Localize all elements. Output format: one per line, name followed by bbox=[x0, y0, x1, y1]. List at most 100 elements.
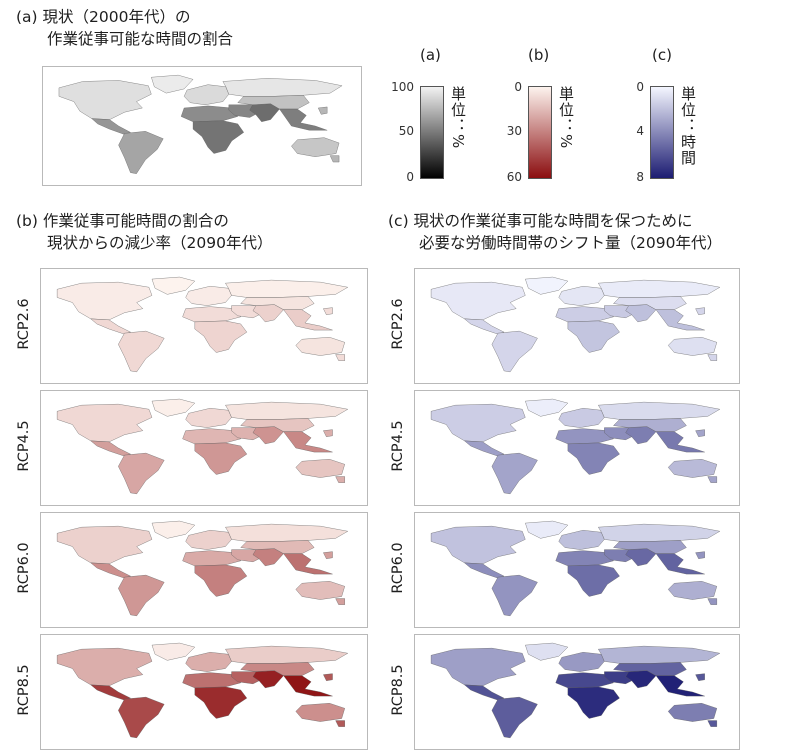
panel-c-2-region-russia bbox=[598, 524, 720, 541]
panel-b-0-map-svg bbox=[41, 269, 367, 383]
panel-b-0-region-northAmerica bbox=[57, 282, 152, 320]
panel-c-2-region-northAmerica bbox=[431, 526, 525, 564]
row-label-rcp45: RCP4.5 bbox=[16, 420, 32, 472]
panel-b-3-map-svg bbox=[41, 635, 367, 749]
legend-c-label: (c) bbox=[652, 46, 672, 64]
panel-b-3-region-europe bbox=[186, 652, 232, 671]
panel-c-1-region-seAsia bbox=[656, 432, 705, 452]
panel-c-1-region-australia bbox=[668, 459, 717, 477]
panel-a-region-australia bbox=[291, 138, 339, 157]
panel-c-0-region-europe bbox=[559, 286, 605, 305]
panel-b-1-map-svg bbox=[41, 391, 367, 505]
panel-c-1-region-subSaharanAfrica bbox=[568, 443, 620, 475]
panel-b-2-region-europe bbox=[186, 530, 232, 549]
panel-a-region-islands bbox=[318, 107, 339, 162]
panel-b-2-region-centralAmerica bbox=[91, 563, 131, 578]
panel-b-0-region-centralAmerica bbox=[91, 319, 131, 334]
panel-c-3-region-seAsia bbox=[656, 676, 705, 696]
row-label-rcp26: RCP2.6 bbox=[16, 298, 32, 350]
panel-b-0-region-southAmerica bbox=[118, 331, 164, 372]
panel-b-2-region-seAsia bbox=[284, 554, 333, 574]
panel-a-region-northAmerica bbox=[59, 80, 151, 119]
panel-b-1-region-southAmerica bbox=[118, 453, 164, 494]
panel-c-3-region-southAmerica bbox=[492, 697, 538, 738]
panel-c-2-region-greenland bbox=[525, 521, 568, 538]
legend-a-tick-mid: 50 bbox=[398, 124, 414, 138]
legend-a-unit: 単位：% bbox=[449, 86, 467, 150]
panel-c-3-region-russia bbox=[598, 646, 720, 663]
panel-b-0-region-subSaharanAfrica bbox=[195, 321, 247, 353]
panel-c-3-region-europe bbox=[559, 652, 605, 671]
panel-a-region-southAmerica bbox=[119, 131, 164, 173]
panel-c-0-region-centralAmerica bbox=[465, 319, 505, 334]
panel-b-2-region-greenland bbox=[152, 521, 195, 538]
panel-b-3-region-northAmerica bbox=[57, 648, 152, 686]
panel-c-0-region-greenland bbox=[525, 277, 568, 294]
panel-c-0-region-seAsia bbox=[656, 310, 705, 330]
panel-c-0-region-northAmerica bbox=[431, 282, 525, 320]
panel-b-3-region-subSaharanAfrica bbox=[195, 687, 247, 719]
panel-a-region-seAsia bbox=[279, 109, 327, 130]
panel-a-region-subSaharanAfrica bbox=[193, 121, 244, 154]
panel-b-2-region-russia bbox=[225, 524, 347, 541]
row-label-rcp45-c: RCP4.5 bbox=[390, 420, 406, 472]
panel-b-2-map-svg bbox=[41, 513, 367, 627]
panel-b-3-region-islands bbox=[323, 674, 344, 727]
panel-c-3-region-northAmerica bbox=[431, 648, 525, 686]
map-panel-b-rcp60 bbox=[40, 512, 368, 628]
panel-b-1-region-seAsia bbox=[284, 432, 333, 452]
panel-c-2-map-svg bbox=[415, 513, 739, 627]
panel-b-3-region-greenland bbox=[152, 643, 195, 660]
panel-b-2-region-northAfrica bbox=[183, 551, 241, 566]
panel-b-3-region-seAsia bbox=[284, 676, 333, 696]
panel-b-0-region-europe bbox=[186, 286, 232, 305]
legend-b-tick-bottom: 60 bbox=[506, 170, 522, 184]
map-panel-b-rcp26 bbox=[40, 268, 368, 384]
panel-a-map-svg bbox=[43, 67, 361, 185]
panel-b-0-region-russia bbox=[225, 280, 347, 297]
panel-c-2-region-southAmerica bbox=[492, 575, 538, 616]
panel-b-1-region-australia bbox=[296, 459, 345, 477]
panel-a-region-centralAmerica bbox=[92, 119, 131, 135]
panel-b-3-region-centralAmerica bbox=[91, 685, 131, 700]
panel-c-2-region-islands bbox=[696, 552, 717, 605]
legend-a-colorbar bbox=[420, 86, 444, 179]
panel-b-0-region-islands bbox=[323, 308, 344, 361]
row-label-rcp60: RCP6.0 bbox=[16, 542, 32, 594]
panel-b-title: (b) 作業従事可能時間の割合の 現状からの減少率（2090年代） bbox=[16, 212, 273, 252]
panel-b-1-region-greenland bbox=[152, 399, 195, 416]
legend-b-tick-mid: 30 bbox=[506, 124, 522, 138]
panel-c-2-region-centralAmerica bbox=[465, 563, 505, 578]
panel-c-0-map-svg bbox=[415, 269, 739, 383]
legend-b-unit: 単位：% bbox=[557, 86, 575, 150]
map-panel-b-rcp45 bbox=[40, 390, 368, 506]
panel-c-2-region-australia bbox=[668, 581, 717, 599]
panel-c-1-region-islands bbox=[696, 430, 717, 483]
panel-c-1-region-northAmerica bbox=[431, 404, 525, 442]
row-label-rcp26-c: RCP2.6 bbox=[390, 298, 406, 350]
panel-b-3-region-northAfrica bbox=[183, 673, 241, 688]
panel-b-2-region-australia bbox=[296, 581, 345, 599]
panel-c-2-region-subSaharanAfrica bbox=[568, 565, 620, 597]
panel-c-2-region-seAsia bbox=[656, 554, 705, 574]
panel-c-3-region-subSaharanAfrica bbox=[568, 687, 620, 719]
legend-c-tick-mid: 4 bbox=[636, 124, 644, 138]
panel-b-2-region-subSaharanAfrica bbox=[195, 565, 247, 597]
panel-b-3-region-russia bbox=[225, 646, 347, 663]
panel-c-3-region-australia bbox=[668, 703, 717, 721]
panel-b-1-region-russia bbox=[225, 402, 347, 419]
map-panel-c-rcp60 bbox=[414, 512, 740, 628]
panel-a-region-greenland bbox=[151, 75, 193, 93]
panel-c-1-region-northAfrica bbox=[556, 429, 614, 444]
row-label-rcp85: RCP8.5 bbox=[16, 664, 32, 716]
panel-c-0-region-australia bbox=[668, 337, 717, 355]
panel-c-1-map-svg bbox=[415, 391, 739, 505]
map-panel-c-rcp26 bbox=[414, 268, 740, 384]
panel-c-3-map-svg bbox=[415, 635, 739, 749]
panel-c-0-region-northAfrica bbox=[556, 307, 614, 322]
panel-c-0-region-subSaharanAfrica bbox=[568, 321, 620, 353]
panel-c-2-region-northAfrica bbox=[556, 551, 614, 566]
panel-c-3-region-northAfrica bbox=[556, 673, 614, 688]
panel-c-2-region-europe bbox=[559, 530, 605, 549]
legend-a-label: (a) bbox=[420, 46, 441, 64]
